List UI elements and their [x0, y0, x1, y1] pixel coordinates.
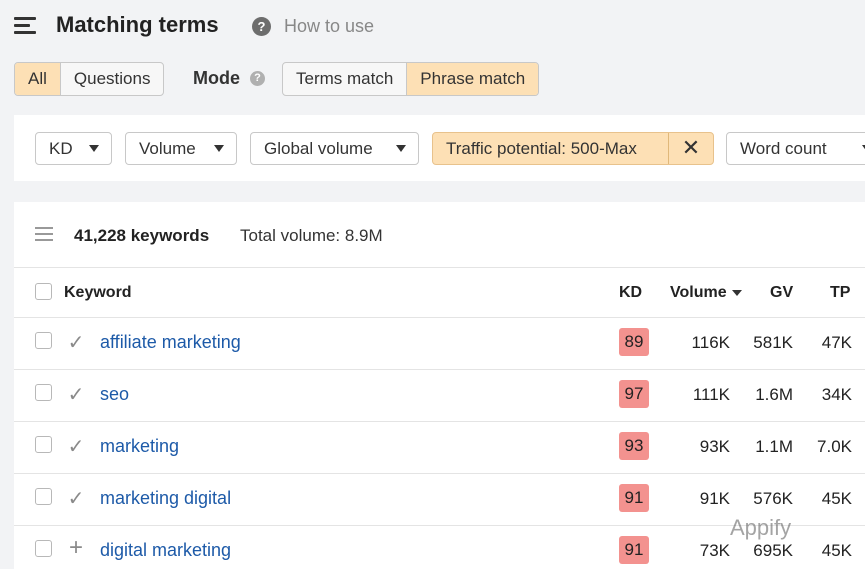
gv-value: 576K: [753, 489, 793, 508]
help-icon[interactable]: ?: [252, 17, 271, 36]
kd-badge: 97: [619, 380, 649, 408]
word-count-filter-label: Word count: [740, 139, 827, 158]
mode-help-icon[interactable]: ?: [250, 71, 265, 86]
volume-filter-dropdown[interactable]: Volume: [125, 132, 237, 165]
clear-filter-close-icon[interactable]: ✕: [668, 133, 713, 164]
column-volume[interactable]: Volume: [670, 284, 742, 302]
add-plus-icon[interactable]: +: [68, 534, 83, 561]
tp-value: 47K: [821, 333, 852, 352]
gv-value: 695K: [753, 541, 793, 560]
caret-down-icon: [89, 145, 99, 152]
keyword-link[interactable]: marketing digital: [100, 488, 232, 508]
tab-all[interactable]: All: [15, 63, 61, 95]
terms-match-button[interactable]: Terms match: [283, 63, 408, 95]
kd-badge: 91: [619, 484, 649, 512]
gv-value: 581K: [753, 333, 793, 352]
traffic-potential-filter-label: Traffic potential: 500-Max: [446, 139, 637, 158]
keyword-link[interactable]: digital marketing: [100, 540, 232, 560]
kd-badge: 91: [619, 536, 649, 564]
keywords-table: 41,228 keywords Total volume: 8.9M Keywo…: [14, 202, 865, 569]
global-volume-filter-label: Global volume: [264, 139, 373, 158]
total-volume: Total volume: 8.9M: [240, 226, 383, 245]
kd-badge: 89: [619, 328, 649, 356]
traffic-potential-filter[interactable]: Traffic potential: 500-Max ✕: [432, 132, 714, 165]
column-tp[interactable]: TP: [830, 284, 851, 301]
column-kd[interactable]: KD: [619, 284, 643, 301]
word-count-filter-dropdown[interactable]: Word count: [726, 132, 865, 165]
table-row: ✓ seo 97 111K 1.6M 34K: [14, 370, 865, 422]
caret-down-icon: [214, 145, 224, 152]
watermark-text: Appify: [730, 515, 792, 540]
gv-value: 1.6M: [755, 385, 793, 404]
gv-value: 1.1M: [755, 437, 793, 456]
row-checkbox[interactable]: [35, 488, 52, 505]
volume-value: 91K: [699, 489, 730, 508]
tab-questions[interactable]: Questions: [73, 69, 151, 88]
checkmark-icon[interactable]: ✓: [67, 436, 85, 458]
global-volume-filter-dropdown[interactable]: Global volume: [250, 132, 419, 165]
sort-desc-icon: [731, 289, 742, 296]
row-checkbox[interactable]: [35, 540, 52, 557]
volume-value: 93K: [699, 437, 730, 456]
caret-down-icon: [862, 145, 865, 152]
caret-down-icon: [396, 145, 406, 152]
page-header: Matching terms ? How to use: [0, 0, 865, 55]
select-all-checkbox[interactable]: [35, 283, 52, 300]
kd-filter-label: KD: [49, 139, 73, 158]
table-row: ✓ marketing digital 91 91K 576K 45K: [14, 474, 865, 526]
row-checkbox[interactable]: [35, 332, 52, 349]
checkmark-icon[interactable]: ✓: [67, 384, 85, 406]
tp-value: 7.0K: [817, 437, 852, 456]
column-gv[interactable]: GV: [770, 284, 794, 301]
volume-value: 116K: [691, 333, 730, 352]
column-keyword[interactable]: Keyword: [64, 284, 132, 301]
checkmark-icon[interactable]: ✓: [67, 332, 85, 354]
tp-value: 34K: [821, 385, 852, 404]
filter-bar: KD Volume Global volume Traffic potentia…: [14, 115, 865, 181]
volume-value: 73K: [699, 541, 730, 560]
table-row: + digital marketing 91 73K 695K 45K: [14, 526, 865, 569]
table-summary: 41,228 keywords Total volume: 8.9M: [14, 202, 865, 268]
mode-label: Mode: [193, 68, 240, 88]
checkmark-icon[interactable]: ✓: [67, 488, 85, 510]
table-row: ✓ affiliate marketing 89 116K 581K 47K: [14, 318, 865, 370]
keyword-count: 41,228 keywords: [74, 226, 210, 245]
list-columns-icon[interactable]: [35, 227, 53, 245]
tp-value: 45K: [821, 541, 852, 560]
page-title: Matching terms: [56, 12, 219, 37]
how-to-use-link[interactable]: How to use: [284, 16, 375, 36]
kd-badge: 93: [619, 432, 649, 460]
keyword-link[interactable]: affiliate marketing: [100, 332, 241, 352]
volume-filter-label: Volume: [139, 139, 196, 158]
phrase-match-button[interactable]: Phrase match: [407, 63, 539, 95]
row-checkbox[interactable]: [35, 436, 52, 453]
column-volume-label: Volume: [670, 284, 727, 301]
table-row: ✓ marketing 93 93K 1.1M 7.0K: [14, 422, 865, 474]
volume-value: 111K: [692, 385, 730, 404]
kd-filter-dropdown[interactable]: KD: [35, 132, 112, 165]
row-checkbox[interactable]: [35, 384, 52, 401]
keyword-link[interactable]: seo: [100, 384, 130, 404]
hamburger-menu-icon[interactable]: [14, 17, 36, 35]
tp-value: 45K: [821, 489, 852, 508]
mode-toggle: Terms match Phrase match: [282, 62, 540, 96]
table-header: Keyword KD Volume GV TP: [14, 268, 865, 318]
keyword-link[interactable]: marketing: [100, 436, 180, 456]
scope-toggle: All Questions: [14, 62, 165, 96]
